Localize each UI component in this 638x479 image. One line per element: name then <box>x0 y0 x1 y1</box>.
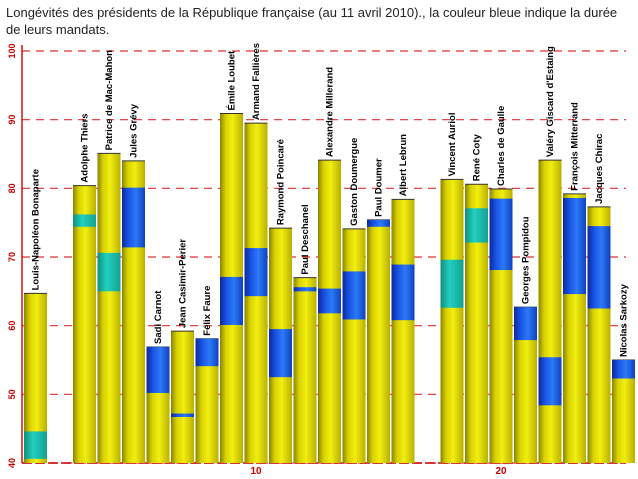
mandate-segment <box>538 357 562 406</box>
life-bar <box>538 160 562 463</box>
mandate-segment <box>342 271 366 320</box>
president-label: Nicolas Sarkozy <box>619 283 630 357</box>
y-tick-label: 100 <box>7 43 17 58</box>
life-bar <box>24 293 47 463</box>
president-label: Alexandre Millerand <box>325 67 336 157</box>
president-label: Jacques Chirac <box>594 134 605 204</box>
president-label: Paul Deschanel <box>300 204 311 274</box>
life-bar <box>97 153 121 463</box>
president-label: Jules Grévy <box>129 103 140 158</box>
mandate-segment <box>269 329 292 378</box>
president-label: Adolphe Thiers <box>80 113 91 182</box>
mandate-segment <box>171 413 194 417</box>
mandate-segment <box>367 219 390 227</box>
mandate-segment <box>465 208 488 243</box>
life-bar <box>465 184 488 464</box>
y-tick-label: 50 <box>7 389 17 399</box>
president-label: Vincent Auriol <box>447 113 458 177</box>
mandate-segment <box>244 248 268 297</box>
mandate-segment <box>195 338 219 367</box>
president-label: Patrice de Mac-Mahon <box>104 50 115 150</box>
y-tick-label: 40 <box>7 458 17 468</box>
bar-labels: Louis-Napoléon Bonaparte Adolphe Thiers Pa… <box>31 43 630 357</box>
mandate-segment <box>612 360 635 379</box>
president-label: Valéry Giscard d'Estaing <box>545 46 556 157</box>
life-bar <box>612 360 635 463</box>
life-bar <box>195 338 219 463</box>
president-label: Félix Faure <box>202 286 213 336</box>
president-label: Armand Fallières <box>251 43 262 120</box>
mandate-segment <box>97 252 121 292</box>
president-label: Gaston Doumergue <box>349 138 360 226</box>
president-label: René Coty <box>472 134 483 182</box>
y-tick-label: 60 <box>7 321 17 331</box>
life-bar <box>171 331 194 463</box>
mandate-segment <box>563 197 586 295</box>
president-label: Raymond Poincaré <box>276 139 287 225</box>
mandate-segment <box>220 276 243 325</box>
bars <box>24 112 635 464</box>
president-label: Louis-Napoléon Bonaparte <box>31 169 42 290</box>
mandate-segment <box>73 214 96 227</box>
life-bar <box>440 179 464 463</box>
mandate-segment <box>489 198 513 271</box>
life-bar <box>367 219 390 463</box>
mandate-segment <box>391 264 415 321</box>
mandate-segment <box>318 288 341 314</box>
y-tick-label: 70 <box>7 252 17 262</box>
life-bar <box>73 185 96 463</box>
x-tick-label: 10 <box>250 466 262 477</box>
y-tick-label: 80 <box>7 183 17 193</box>
y-tick-label: 90 <box>7 115 17 125</box>
x-tick-label: 20 <box>495 466 507 477</box>
mandate-segment <box>293 287 317 292</box>
mandate-segment <box>587 226 611 309</box>
mandate-segment <box>440 259 464 308</box>
president-label: François Mitterrand <box>570 102 581 191</box>
life-bar <box>514 307 537 463</box>
mandate-segment <box>122 187 145 248</box>
life-bar <box>342 228 366 463</box>
mandate-segment <box>514 307 537 341</box>
president-label: Jean Casimir-Perier <box>178 239 189 329</box>
president-label: Paul Doumer <box>374 158 385 217</box>
mandate-segment <box>146 346 170 393</box>
life-bar <box>391 199 415 463</box>
president-label: Sadi Carnot <box>153 290 164 344</box>
president-label: Georges Pompidou <box>521 216 532 304</box>
president-label: Charles de Gaulle <box>496 106 507 186</box>
life-bar <box>293 277 317 463</box>
president-label: Albert Lebrun <box>398 134 409 196</box>
chart-title: Longévités des présidents de la Républiq… <box>6 5 618 37</box>
president-label: Émile Loubet <box>227 50 238 110</box>
mandate-segment <box>24 431 47 459</box>
